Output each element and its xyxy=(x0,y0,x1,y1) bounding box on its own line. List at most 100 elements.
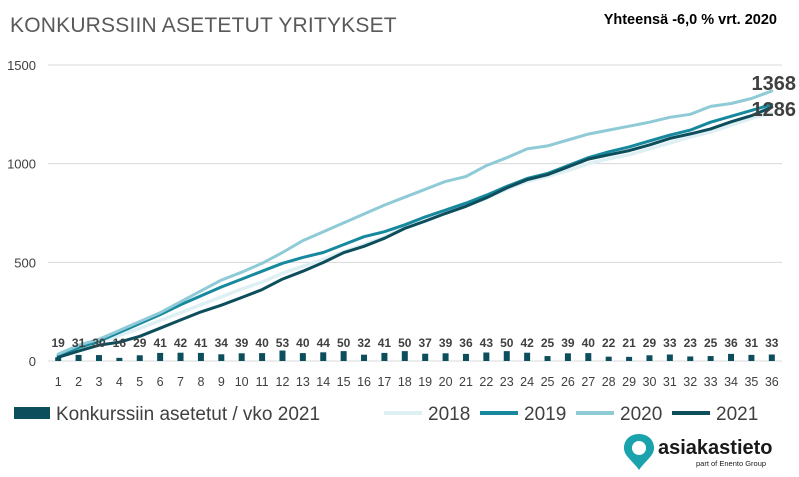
x-tick-label: 19 xyxy=(418,375,432,389)
bar xyxy=(177,352,184,361)
bar xyxy=(422,353,429,361)
x-tick-label: 9 xyxy=(218,375,225,389)
bar-value-label: 50 xyxy=(337,336,351,350)
bar xyxy=(361,354,368,361)
bar xyxy=(605,356,612,361)
bar xyxy=(299,353,306,361)
bar-value-label: 29 xyxy=(643,336,657,350)
x-tick-label: 31 xyxy=(663,375,677,389)
bar-value-label: 40 xyxy=(296,336,310,350)
bar xyxy=(483,352,490,361)
bar-value-label: 34 xyxy=(215,336,229,350)
bar-value-label: 32 xyxy=(357,336,371,350)
logo-name: asiakastieto xyxy=(658,437,773,459)
x-tick-label: 15 xyxy=(337,375,351,389)
location-pin-icon xyxy=(624,434,654,470)
x-tick-label: 21 xyxy=(459,375,473,389)
x-tick-label: 33 xyxy=(704,375,718,389)
bar-value-label: 42 xyxy=(520,336,534,350)
bar-value-label: 31 xyxy=(745,336,759,350)
bar-value-label: 23 xyxy=(684,336,698,350)
x-tick-label: 5 xyxy=(136,375,143,389)
x-tick-label: 35 xyxy=(744,375,758,389)
x-tick-label: 22 xyxy=(479,375,493,389)
bar-value-label: 22 xyxy=(602,336,616,350)
bar xyxy=(585,353,592,361)
bar xyxy=(95,355,102,361)
y-tick-label: 1000 xyxy=(7,157,36,172)
bar-value-label: 30 xyxy=(92,336,106,350)
x-tick-label: 10 xyxy=(235,375,249,389)
bar-value-label: 43 xyxy=(480,336,494,350)
bar-value-label: 21 xyxy=(622,336,636,350)
x-tick-label: 17 xyxy=(377,375,391,389)
bar xyxy=(748,354,755,361)
bar-value-label: 39 xyxy=(561,336,575,350)
bar xyxy=(238,353,245,361)
x-tick-label: 28 xyxy=(602,375,616,389)
legend-label-2021: 2021 xyxy=(716,404,758,425)
x-axis: 1 2 3 4 5 6 7 8 9 10 11 12 13 14 15 16 17 18 19 20 21 22 23 24 2… xyxy=(55,375,779,389)
bar-value-label: 19 xyxy=(52,336,66,350)
bar xyxy=(768,354,775,361)
bar xyxy=(462,353,469,361)
x-tick-label: 24 xyxy=(520,375,534,389)
bar xyxy=(55,357,62,361)
x-tick-label: 8 xyxy=(197,375,204,389)
bar-value-label: 25 xyxy=(541,336,555,350)
bar-value-label: 33 xyxy=(663,336,677,350)
asiakastieto-logo: asiakastieto part of Enento Group xyxy=(622,432,792,472)
bar-value-label: 42 xyxy=(174,336,188,350)
line-2019 xyxy=(56,103,774,357)
bar-value-label: 44 xyxy=(317,336,331,350)
x-tick-label: 26 xyxy=(561,375,575,389)
y-axis: 0 500 1000 1500 xyxy=(7,58,36,369)
bar-value-label: 36 xyxy=(724,336,738,350)
end-label-2020: 1368 xyxy=(752,73,797,95)
bar-series xyxy=(55,350,775,361)
x-tick-label: 14 xyxy=(316,375,330,389)
y-tick-label: 500 xyxy=(14,255,36,270)
bar-value-label: 53 xyxy=(276,336,290,350)
x-tick-label: 7 xyxy=(177,375,184,389)
chart-subtitle: Yhteensä -6,0 % vrt. 2020 xyxy=(603,12,777,28)
bar xyxy=(218,354,225,361)
x-tick-label: 29 xyxy=(622,375,636,389)
x-tick-label: 32 xyxy=(683,375,697,389)
y-tick-label: 1500 xyxy=(7,58,36,73)
bar xyxy=(197,352,204,361)
bar xyxy=(728,353,735,361)
gridlines xyxy=(48,64,782,362)
x-tick-label: 36 xyxy=(765,375,779,389)
bar-value-label: 39 xyxy=(439,336,453,350)
bar-value-label: 40 xyxy=(255,336,269,350)
bar xyxy=(626,356,633,361)
legend-label-2019: 2019 xyxy=(524,404,566,425)
bar-value-label: 31 xyxy=(72,336,86,350)
bar xyxy=(666,354,673,361)
x-tick-label: 23 xyxy=(500,375,514,389)
bar-value-label: 40 xyxy=(582,336,596,350)
bar-value-label: 39 xyxy=(235,336,249,350)
bar xyxy=(503,351,510,361)
bar-value-label: 33 xyxy=(765,336,779,350)
bar xyxy=(442,353,449,361)
y-tick-label: 0 xyxy=(29,354,36,369)
bar xyxy=(157,352,164,361)
bar-value-labels: 19 31 30 16 29 41 42 41 34 39 40 53 40 44 50 32 41 50 37 39… xyxy=(52,336,779,350)
bar xyxy=(259,353,266,361)
legend-label-2020: 2020 xyxy=(620,404,662,425)
bar-value-label: 29 xyxy=(133,336,147,350)
x-tick-label: 6 xyxy=(157,375,164,389)
bar xyxy=(707,356,714,361)
x-tick-label: 34 xyxy=(724,375,738,389)
line-series xyxy=(56,89,774,359)
end-labels: 1368 1286 xyxy=(752,73,797,121)
legend-label-2018: 2018 xyxy=(428,404,470,425)
bar xyxy=(136,355,143,361)
bar xyxy=(279,350,286,361)
line-2021 xyxy=(56,105,774,359)
x-tick-label: 18 xyxy=(398,375,412,389)
bar xyxy=(564,353,571,361)
x-tick-label: 20 xyxy=(439,375,453,389)
